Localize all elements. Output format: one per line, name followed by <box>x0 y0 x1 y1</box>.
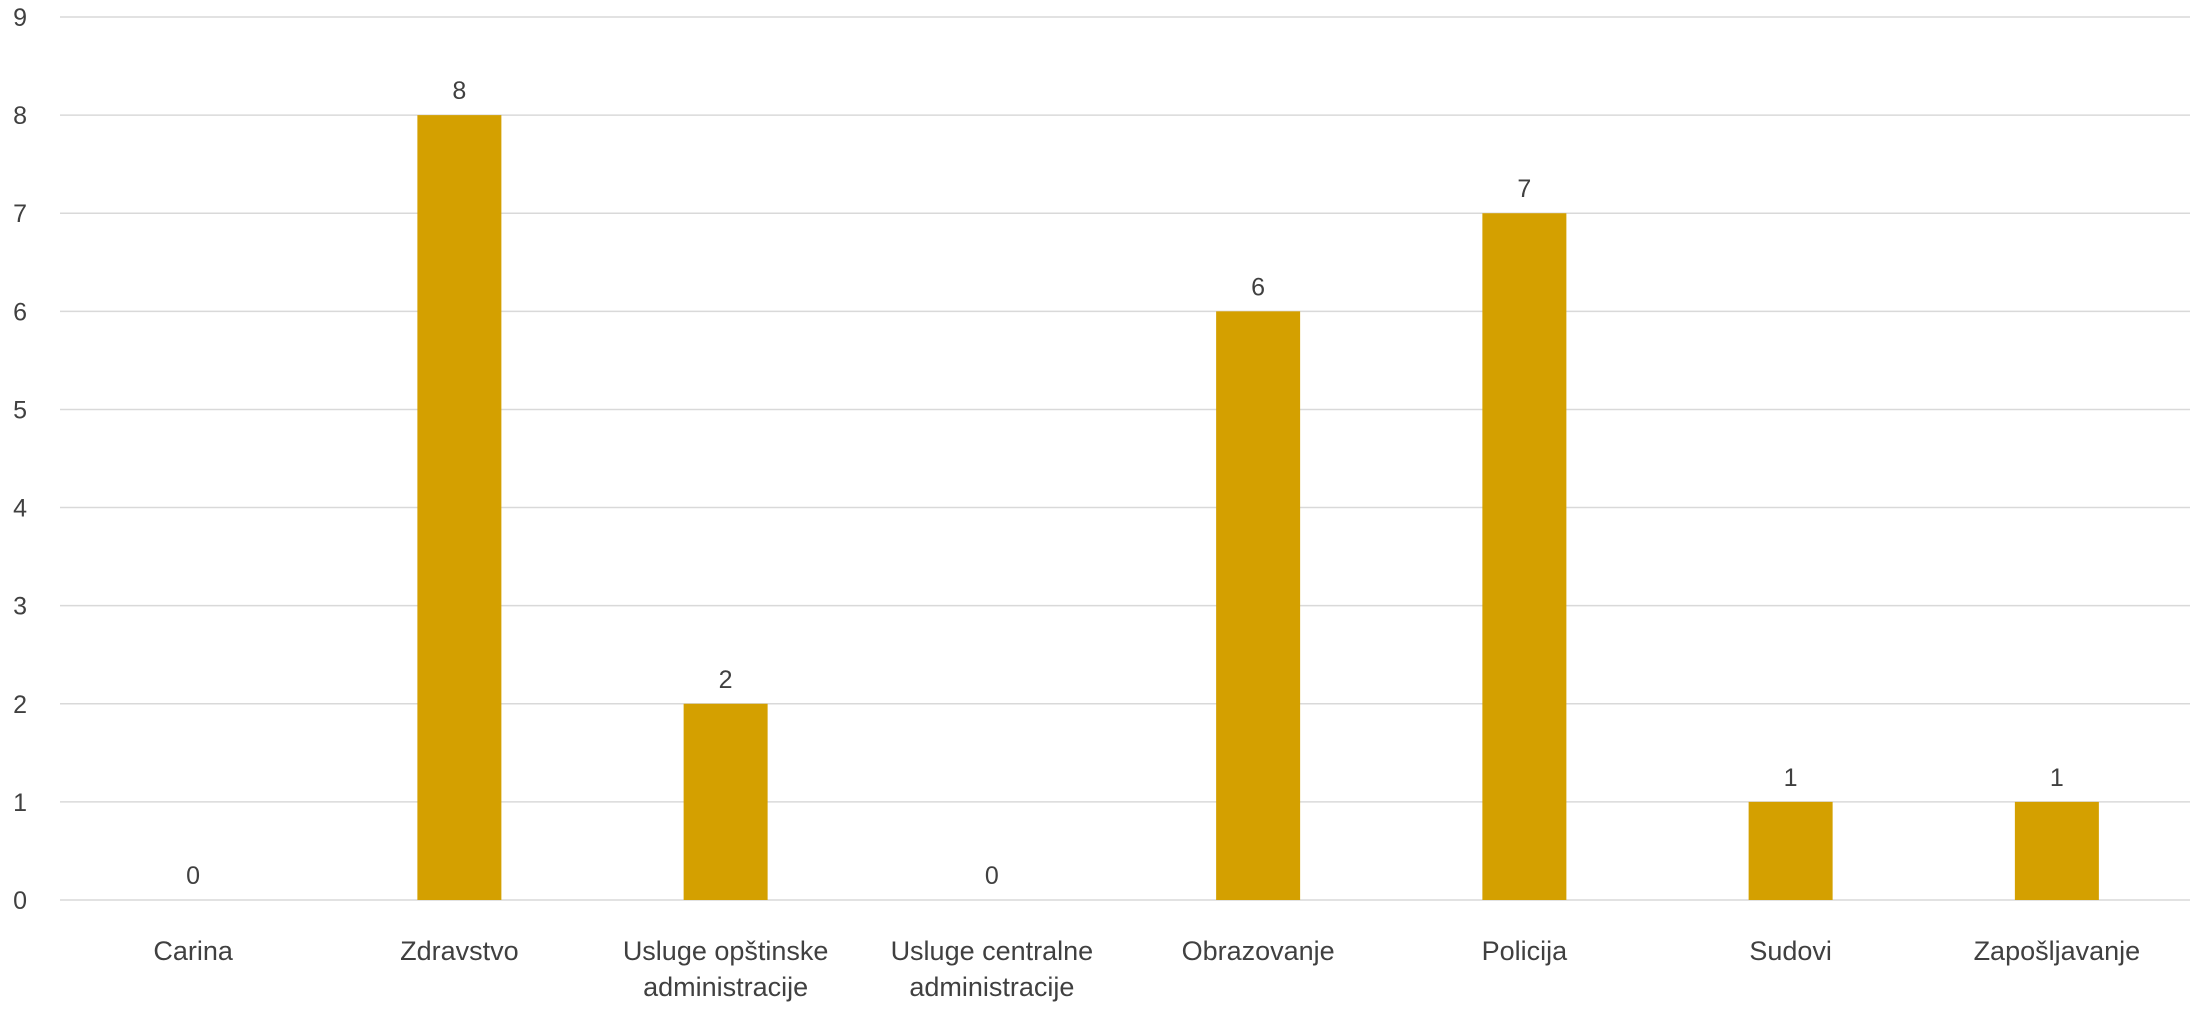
y-axis-tick-labels: 0 1 2 3 4 5 6 7 8 9 <box>13 4 27 915</box>
data-label: 1 <box>1784 764 1798 792</box>
category-label: Usluge centralne administracije <box>891 936 1094 1002</box>
category-label-line: Obrazovanje <box>1182 936 1335 966</box>
category-label: Zapošljavanje <box>1974 936 2141 966</box>
bar <box>1216 311 1301 900</box>
bar <box>2014 801 2099 900</box>
category-label-line: Usluge centralne <box>891 936 1094 966</box>
y-tick-label: 9 <box>13 4 27 32</box>
category-label-line: Zapošljavanje <box>1974 936 2141 966</box>
category-label-line: Usluge opštinske <box>623 936 829 966</box>
bars <box>417 115 2099 901</box>
data-label: 2 <box>719 666 733 694</box>
bar <box>417 115 502 901</box>
y-tick-label: 8 <box>13 102 27 130</box>
data-label: 6 <box>1251 273 1265 301</box>
category-label: Usluge opštinske administracije <box>623 936 829 1002</box>
category-label-line: Policija <box>1482 936 1569 966</box>
y-tick-label: 7 <box>13 200 27 228</box>
category-label: Policija <box>1482 936 1569 966</box>
category-label-line: Carina <box>153 936 234 966</box>
data-label: 0 <box>186 862 200 890</box>
y-tick-label: 1 <box>13 789 27 817</box>
y-tick-label: 2 <box>13 691 27 719</box>
category-label-line: Zdravstvo <box>400 936 519 966</box>
x-axis-category-labels: Carina Zdravstvo Usluge opštinske administr… <box>153 936 2140 1002</box>
data-label: 7 <box>1517 175 1531 203</box>
y-tick-label: 5 <box>13 396 27 424</box>
category-label-line: administracije <box>643 972 808 1002</box>
y-tick-label: 6 <box>13 298 27 326</box>
category-label: Obrazovanje <box>1182 936 1335 966</box>
data-label: 8 <box>452 77 466 105</box>
gridlines <box>60 16 2190 901</box>
data-label: 0 <box>985 862 999 890</box>
data-label: 1 <box>2050 764 2064 792</box>
category-label: Zdravstvo <box>400 936 519 966</box>
category-label-line: administracije <box>909 972 1074 1002</box>
y-tick-label: 0 <box>13 887 27 915</box>
category-label: Sudovi <box>1749 936 1832 966</box>
data-labels: 0 8 2 0 6 7 1 1 <box>186 77 2064 890</box>
y-tick-label: 3 <box>13 593 27 621</box>
y-tick-label: 4 <box>13 495 27 523</box>
category-label: Carina <box>153 936 234 966</box>
category-label-line: Sudovi <box>1749 936 1832 966</box>
bar <box>683 703 768 900</box>
bar <box>1748 801 1833 900</box>
bar <box>1482 213 1567 900</box>
